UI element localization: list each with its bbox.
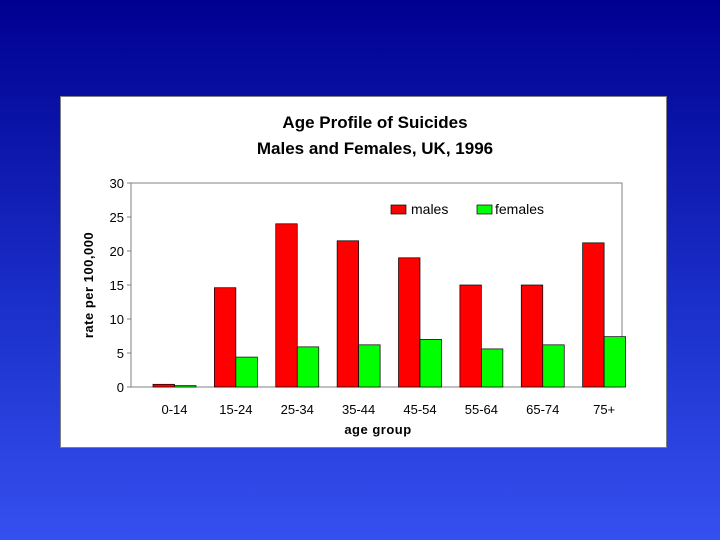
bar-females-25-34: [296, 346, 320, 388]
legend-swatch-females: [476, 204, 493, 215]
bar-males-0-14: [152, 383, 175, 388]
legend-label-females: females: [495, 201, 544, 217]
chart-panel: Age Profile of Suicides Males and Female…: [60, 96, 667, 448]
x-tick-label: 0-14: [161, 402, 187, 417]
legend: males females: [390, 201, 544, 217]
bar-males-45-54: [398, 257, 421, 388]
bars-group: [152, 223, 626, 388]
bar-males-65-74: [520, 284, 544, 388]
y-tick-label: 25: [110, 210, 124, 225]
y-tick-label: 15: [110, 278, 124, 293]
bar-females-45-54: [419, 339, 442, 388]
bar-males-75+: [582, 242, 605, 388]
x-tick-label: 55-64: [465, 402, 498, 417]
y-axis: 0 5 10 15 20 25 30: [110, 176, 131, 395]
chart-subtitle: Males and Females, UK, 1996: [257, 139, 493, 158]
bar-females-0-14: [174, 385, 197, 388]
bar-females-15-24: [235, 356, 258, 388]
x-tick-label: 75+: [593, 402, 615, 417]
x-tick-label: 35-44: [342, 402, 375, 417]
x-tick-label: 25-34: [281, 402, 314, 417]
y-axis-title: rate per 100,000: [81, 232, 96, 338]
bar-chart: Age Profile of Suicides Males and Female…: [81, 113, 626, 437]
bar-males-55-64: [459, 284, 482, 388]
x-axis: 0-14 15-24 25-34 35-44 45-54 55-64 65-74 75+: [161, 402, 615, 417]
bar-females-65-74: [542, 344, 565, 388]
bar-females-75+: [603, 336, 626, 388]
y-tick-label: 0: [117, 380, 124, 395]
y-tick-label: 20: [110, 244, 124, 259]
chart-title: Age Profile of Suicides: [282, 113, 467, 132]
legend-swatch-males: [390, 204, 407, 215]
x-axis-title: age group: [344, 422, 411, 437]
x-tick-label: 45-54: [403, 402, 436, 417]
legend-label-males: males: [411, 201, 448, 217]
x-tick-label: 15-24: [219, 402, 252, 417]
bar-females-35-44: [358, 344, 381, 388]
y-tick-label: 10: [110, 312, 124, 327]
bar-males-25-34: [275, 223, 298, 388]
bar-males-35-44: [336, 240, 359, 388]
y-tick-label: 5: [117, 346, 124, 361]
bar-males-15-24: [214, 287, 237, 388]
bar-females-55-64: [481, 348, 504, 388]
x-tick-label: 65-74: [526, 402, 559, 417]
y-tick-label: 30: [110, 176, 124, 191]
